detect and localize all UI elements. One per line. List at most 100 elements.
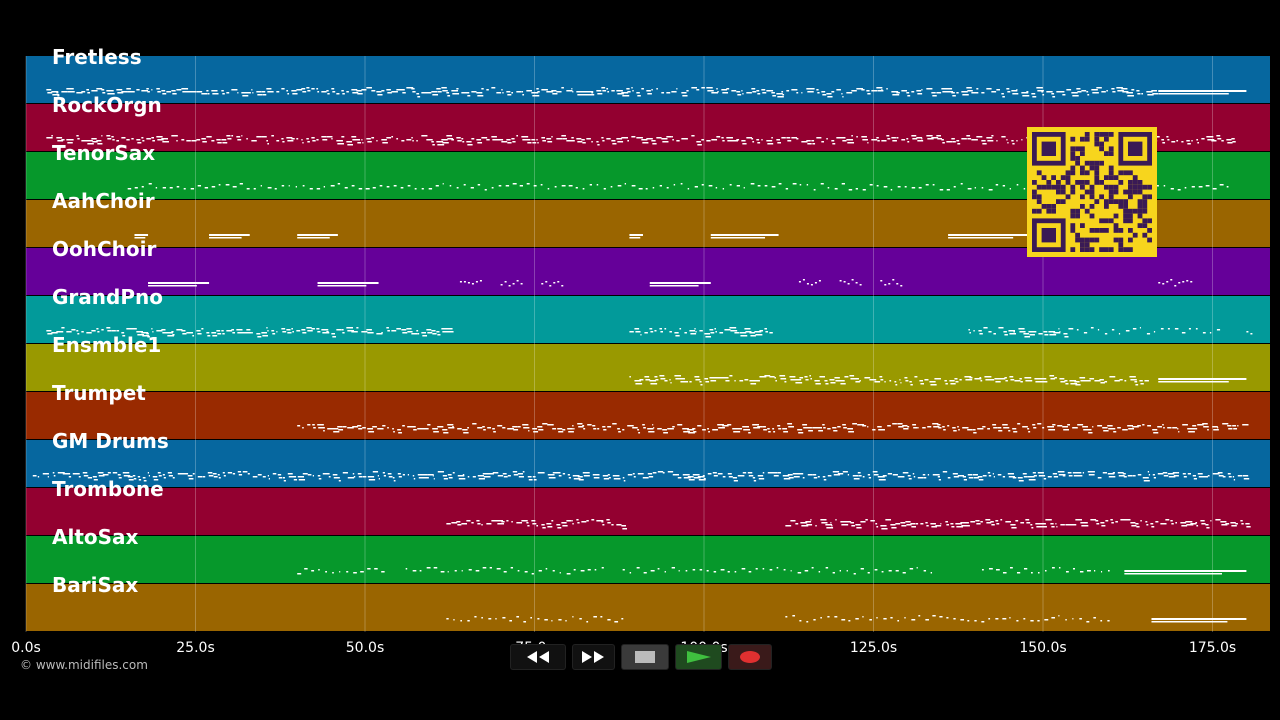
note [467,476,470,478]
note [867,142,869,144]
note [734,571,737,573]
note [815,383,821,385]
note [636,567,640,569]
note [841,93,843,95]
note [937,424,941,426]
note [937,476,940,478]
note [402,425,405,427]
note [1072,472,1079,474]
note [794,379,802,381]
note [913,476,916,478]
note [716,88,718,90]
qr-module [1113,175,1119,180]
note [1016,620,1019,622]
note [1130,522,1136,524]
note [912,473,915,475]
note [1190,281,1193,283]
note [183,188,186,190]
qr-module [1084,136,1090,142]
note [332,428,339,430]
note [412,570,417,572]
note [1188,328,1191,330]
note [1100,571,1103,573]
note [1107,620,1110,622]
note [925,184,929,186]
note [1107,473,1115,475]
note [776,567,779,569]
note [764,375,771,377]
note [1084,380,1091,382]
fast-forward-button[interactable] [571,644,616,670]
qr-module [1089,189,1095,195]
note [1165,519,1170,521]
note [644,332,648,334]
track-lane-8 [26,440,1270,487]
note [492,472,499,474]
note [1009,333,1017,335]
note [1062,426,1068,428]
note [988,618,991,620]
note [678,570,680,572]
note [1162,283,1165,285]
record-button[interactable] [728,644,772,670]
note [257,474,262,476]
note [981,569,984,571]
rewind-button[interactable] [510,644,566,670]
note [684,381,689,383]
note [66,88,73,90]
note [677,424,683,426]
note [577,141,583,143]
qr-module [1056,199,1061,204]
note [503,571,507,573]
note [278,477,283,479]
note [306,327,312,329]
note [661,138,668,140]
qr-module [1080,247,1085,252]
note [791,89,798,91]
note [558,619,562,621]
note [171,90,176,92]
note [47,92,53,94]
note [985,519,991,521]
note [427,332,433,334]
note [407,331,413,333]
note [753,480,757,482]
note [347,330,354,332]
note [1206,527,1210,529]
note [834,188,838,190]
qr-finder-core [1128,141,1143,156]
note [321,329,329,331]
note [932,423,939,425]
note [1134,381,1138,383]
note [551,136,553,138]
note [1009,188,1011,190]
play-button[interactable] [674,644,723,670]
note [916,90,922,92]
qr-module [1089,194,1095,200]
stop-button[interactable] [621,644,669,670]
note [700,384,703,386]
note [846,92,853,94]
qr-module [1070,213,1076,219]
note [1067,472,1072,474]
note [967,138,972,140]
note [836,89,841,91]
note [466,92,470,94]
note [518,476,524,478]
note [551,520,554,522]
note [142,335,150,337]
note [443,432,449,434]
note [682,474,690,476]
note [764,185,768,187]
note [262,94,267,96]
note [336,329,342,331]
note [1030,572,1033,574]
note [261,332,267,334]
note [562,525,568,527]
qr-module [1099,141,1104,147]
note [523,621,527,623]
note [834,377,840,379]
note [755,334,763,336]
note [393,185,397,187]
note [512,183,517,185]
